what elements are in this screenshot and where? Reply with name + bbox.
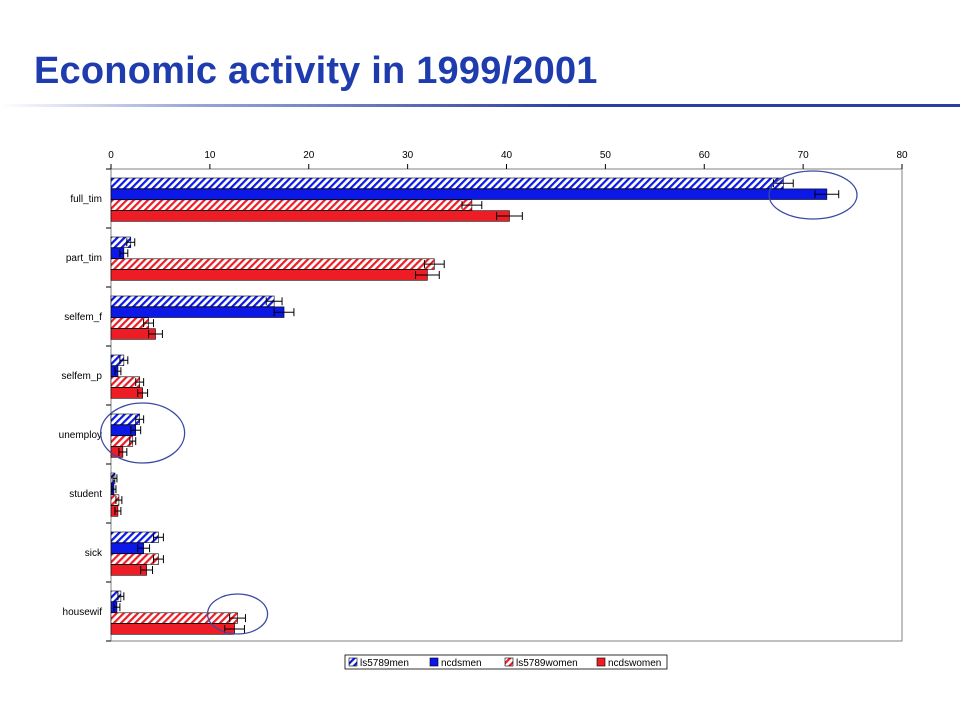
x-tick-label: 40 xyxy=(501,150,513,161)
x-tick-label: 60 xyxy=(699,150,711,161)
legend: ls5789men ncdsmen ls5789women ncdswomen xyxy=(344,654,668,670)
legend-label: ncdsmen xyxy=(441,658,482,669)
category-label: part_tim xyxy=(66,253,102,264)
category-label: full_tim xyxy=(70,194,102,205)
x-tick-label: 30 xyxy=(402,150,414,161)
x-tick-label: 70 xyxy=(798,150,810,161)
category-label: selfem_p xyxy=(61,371,102,382)
legend-label: ls5789women xyxy=(516,658,578,669)
legend-swatch xyxy=(504,657,514,667)
x-tick-label: 0 xyxy=(108,150,114,161)
legend-label: ls5789men xyxy=(360,658,409,669)
slide-title: Economic activity in 1999/2001 xyxy=(34,50,598,92)
x-tick-label: 10 xyxy=(204,150,216,161)
bar xyxy=(110,258,435,270)
highlight-circle xyxy=(99,402,186,464)
category-label: unemploy xyxy=(59,430,102,441)
category-label: sick xyxy=(85,548,103,559)
category-label: housewif xyxy=(63,607,103,618)
bar xyxy=(110,295,275,307)
category-label: student xyxy=(69,489,102,500)
legend-label: ncdswomen xyxy=(608,658,661,669)
bar xyxy=(110,612,238,624)
bar xyxy=(110,623,235,635)
bar xyxy=(110,188,828,200)
x-tick-label: 50 xyxy=(600,150,612,161)
legend-swatch xyxy=(348,657,358,667)
legend-swatch xyxy=(596,657,606,667)
bar xyxy=(110,553,159,565)
bar xyxy=(110,306,285,318)
x-tick-label: 20 xyxy=(303,150,315,161)
legend-swatch xyxy=(429,657,439,667)
bar xyxy=(110,177,784,189)
x-tick-label: 80 xyxy=(896,150,908,161)
highlight-circle xyxy=(768,170,858,220)
bar xyxy=(110,210,510,222)
category-label: selfem_f xyxy=(64,312,102,323)
plot-area: 0 10 20 30 40 50 60 70 80 full_tim part_tim selfem_… xyxy=(59,150,908,642)
bar xyxy=(110,269,428,281)
bar xyxy=(110,317,149,329)
bar xyxy=(110,531,159,543)
title-divider xyxy=(0,104,960,107)
highlight-circle xyxy=(206,593,269,635)
plot-frame xyxy=(110,168,903,642)
bar xyxy=(110,199,473,211)
